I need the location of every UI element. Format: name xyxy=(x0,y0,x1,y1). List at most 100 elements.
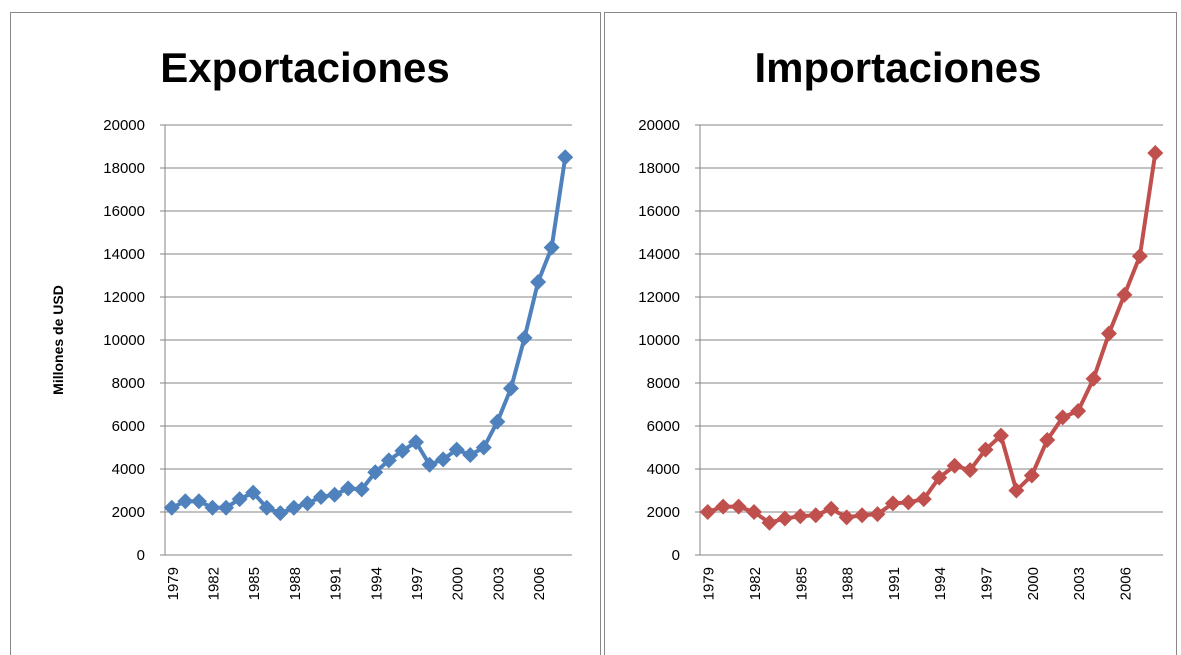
y-tick-label: 6000 xyxy=(647,418,680,435)
marker xyxy=(792,508,809,525)
marker xyxy=(1116,286,1133,303)
marker xyxy=(502,380,519,397)
marker xyxy=(699,504,716,520)
y-tick-label: 20000 xyxy=(638,117,680,134)
marker xyxy=(946,457,963,474)
marker xyxy=(530,273,547,290)
y-tick-label: 0 xyxy=(672,547,680,564)
marker xyxy=(285,499,302,516)
x-tick-label: 1994 xyxy=(368,567,385,600)
panel xyxy=(10,12,601,655)
x-tick-label: 1988 xyxy=(287,567,304,600)
marker xyxy=(1070,402,1087,419)
marker xyxy=(1131,248,1148,265)
x-tick-label: 1991 xyxy=(328,567,345,600)
marker xyxy=(516,329,533,346)
y-tick-label: 8000 xyxy=(647,375,680,392)
x-tick-label: 1991 xyxy=(886,567,903,600)
marker xyxy=(353,481,370,498)
marker xyxy=(1147,144,1164,161)
x-tick-label: 2000 xyxy=(1025,567,1042,600)
chart-title: Exportaciones xyxy=(160,44,449,91)
marker xyxy=(448,441,465,458)
y-tick-label: 10000 xyxy=(103,332,145,349)
marker xyxy=(462,447,479,464)
marker xyxy=(489,413,506,430)
marker xyxy=(1100,325,1117,342)
y-axis-title: Millones de USD xyxy=(50,285,66,395)
marker xyxy=(1008,482,1025,499)
y-tick-label: 8000 xyxy=(112,375,145,392)
marker xyxy=(272,505,289,522)
y-tick-label: 16000 xyxy=(103,203,145,220)
y-tick-label: 2000 xyxy=(112,504,145,521)
marker xyxy=(1085,370,1102,387)
marker xyxy=(177,493,194,510)
marker xyxy=(218,499,235,516)
marker xyxy=(421,456,438,473)
y-tick-label: 20000 xyxy=(103,117,145,134)
y-tick-label: 18000 xyxy=(103,160,145,177)
x-tick-label: 1994 xyxy=(932,567,949,600)
panel xyxy=(604,12,1177,655)
y-tick-label: 10000 xyxy=(638,332,680,349)
y-tick-label: 4000 xyxy=(112,461,145,478)
marker xyxy=(869,506,886,523)
marker xyxy=(394,442,411,459)
marker xyxy=(258,499,275,516)
y-tick-label: 12000 xyxy=(103,289,145,306)
y-tick-label: 14000 xyxy=(638,246,680,263)
marker xyxy=(884,495,901,512)
x-tick-label: 2006 xyxy=(1117,567,1134,600)
marker xyxy=(543,239,560,256)
marker xyxy=(299,495,316,512)
x-tick-label: 1997 xyxy=(409,567,426,600)
marker xyxy=(823,500,840,517)
marker xyxy=(231,491,248,508)
x-tick-label: 1985 xyxy=(793,567,810,600)
y-tick-label: 18000 xyxy=(638,160,680,177)
y-tick-label: 16000 xyxy=(638,203,680,220)
marker xyxy=(367,464,384,481)
x-tick-label: 1982 xyxy=(205,567,222,600)
x-tick-label: 2000 xyxy=(450,567,467,600)
y-tick-label: 6000 xyxy=(112,418,145,435)
x-tick-label: 1979 xyxy=(701,567,718,600)
y-tick-label: 4000 xyxy=(647,461,680,478)
x-tick-label: 1979 xyxy=(165,567,182,600)
marker xyxy=(557,149,574,166)
marker xyxy=(340,480,357,497)
marker xyxy=(931,469,948,486)
x-tick-label: 1988 xyxy=(840,567,857,600)
marker xyxy=(1023,467,1040,484)
marker xyxy=(776,510,793,527)
chart-title: Importaciones xyxy=(754,44,1041,91)
marker xyxy=(380,452,397,469)
marker xyxy=(715,498,732,515)
marker xyxy=(807,507,824,524)
x-tick-label: 1997 xyxy=(979,567,996,600)
x-tick-label: 2003 xyxy=(490,567,507,600)
marker xyxy=(190,493,207,510)
y-tick-label: 2000 xyxy=(647,504,680,521)
x-tick-label: 1982 xyxy=(747,567,764,600)
marker xyxy=(204,499,221,516)
marker xyxy=(992,427,1009,444)
marker xyxy=(245,484,262,501)
y-tick-label: 12000 xyxy=(638,289,680,306)
marker xyxy=(1039,431,1056,448)
marker xyxy=(761,514,778,531)
x-tick-label: 2003 xyxy=(1071,567,1088,600)
x-tick-label: 1985 xyxy=(246,567,263,600)
marker xyxy=(326,486,343,503)
marker xyxy=(915,491,932,508)
y-tick-label: 0 xyxy=(137,547,145,564)
marker xyxy=(730,498,747,515)
marker xyxy=(407,434,424,451)
marker xyxy=(313,488,330,505)
marker xyxy=(977,441,994,458)
marker xyxy=(854,507,871,524)
marker xyxy=(475,439,492,456)
marker xyxy=(163,499,180,516)
